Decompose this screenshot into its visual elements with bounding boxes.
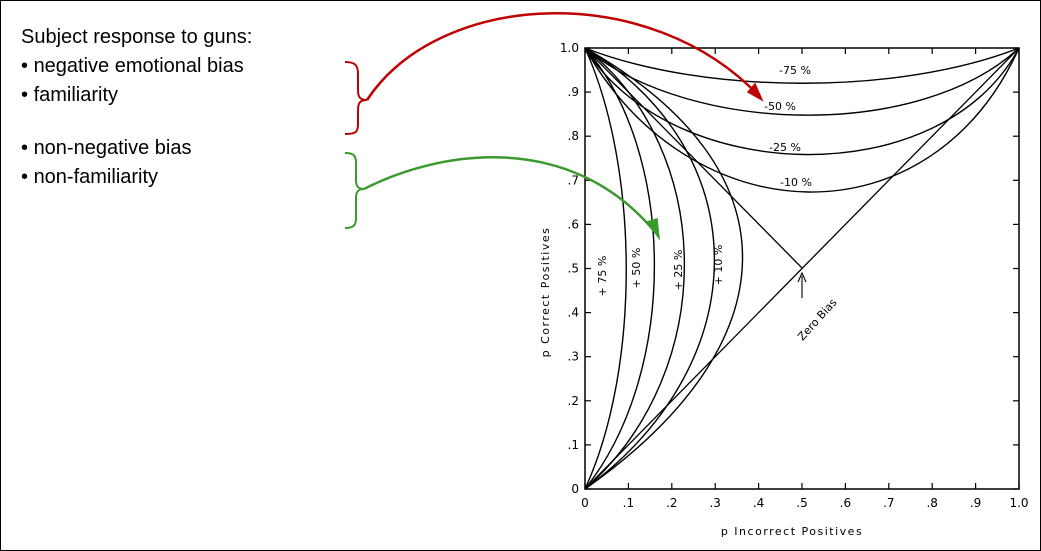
negative-bias-label: -50 % <box>764 100 796 113</box>
negative-bias-label: -10 % <box>780 176 812 189</box>
red-brace <box>344 61 368 135</box>
y-tick-label: .9 <box>568 85 579 99</box>
green-arrow <box>363 156 656 233</box>
zero-bias-line <box>584 47 803 269</box>
positive-bias-label: + 25 % <box>672 250 685 291</box>
x-tick-label: .8 <box>926 496 937 510</box>
x-tick-label: .3 <box>709 496 720 510</box>
x-tick-label: .1 <box>623 496 634 510</box>
x-tick-label: .9 <box>970 496 981 510</box>
green-arrowhead <box>645 218 661 241</box>
x-axis-title: p Incorrect Positives <box>721 525 863 538</box>
positive-bias-label: + 75 % <box>596 256 609 297</box>
x-tick-label: 0 <box>581 496 589 510</box>
bullet-non-familiarity: non-familiarity <box>21 163 252 192</box>
y-tick-label: 0 <box>571 482 579 496</box>
red-arrowhead <box>746 82 764 102</box>
x-tick-label: .4 <box>753 496 764 510</box>
negative-bias-curve <box>584 47 1020 193</box>
zero-bias-arrowhead <box>797 271 807 283</box>
negative-bias-curve <box>584 47 1020 84</box>
annotations <box>344 12 764 241</box>
y-tick-label: .8 <box>568 129 579 143</box>
positive-bias-label: + 50 % <box>630 248 643 289</box>
positive-bias-curve <box>584 47 627 490</box>
positive-bias-label: + 10 % <box>712 245 725 286</box>
y-tick-label: .1 <box>568 438 579 452</box>
y-tick-label: .2 <box>568 394 579 408</box>
x-tick-label: .5 <box>796 496 807 510</box>
y-tick-label: 1.0 <box>560 41 579 55</box>
y-tick-label: .5 <box>568 262 579 276</box>
negative-bias-curve <box>584 47 1020 156</box>
y-tick-label: .4 <box>568 306 579 320</box>
y-tick-label: .3 <box>568 350 579 364</box>
bullet-non-negative-bias: non-negative bias <box>21 134 252 163</box>
bullet-familiarity: familiarity <box>21 81 252 110</box>
positive-bias-curve <box>584 47 686 490</box>
zero-bias-label: Zero Bias <box>795 296 840 343</box>
y-tick-label: .6 <box>568 217 579 231</box>
bullet-negative-bias: negative emotional bias <box>21 52 252 81</box>
negative-bias-curve <box>584 47 1020 116</box>
text-panel: Subject response to guns: negative emoti… <box>21 23 252 192</box>
negative-bias-label: -25 % <box>769 141 801 154</box>
red-arrow <box>365 12 761 101</box>
x-tick-label: .2 <box>666 496 677 510</box>
positive-bias-curve <box>584 47 656 490</box>
y-axis-title: p Correct Positives <box>539 227 552 358</box>
chance-diagonal <box>584 47 1020 490</box>
x-tick-label: 1.0 <box>1009 496 1028 510</box>
x-tick-label: .7 <box>883 496 894 510</box>
x-tick-label: .6 <box>840 496 851 510</box>
positive-bias-curve <box>584 47 716 490</box>
bias-chart: 0 .1 .2 .3 .4 .5 .6 .7 .8 .9 1.0 0 .1 .2 .3 .4 .5 .6 .7 .8.… <box>539 41 1029 538</box>
negative-bias-label: -75 % <box>779 64 811 77</box>
positive-bias-curve <box>584 47 744 490</box>
y-tick-label: .7 <box>568 173 579 187</box>
panel-title: Subject response to guns: <box>21 26 253 48</box>
green-brace <box>344 152 365 229</box>
